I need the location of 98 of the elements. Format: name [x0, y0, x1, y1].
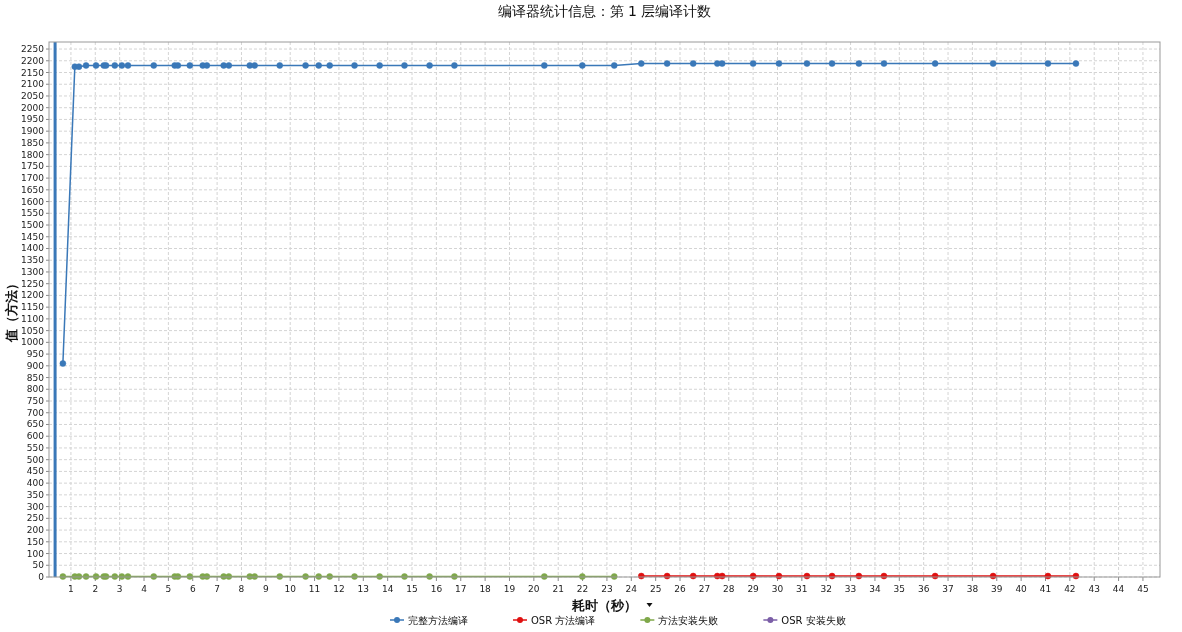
x-tick-label: 26 — [674, 584, 687, 594]
y-tick-label: 800 — [26, 384, 45, 395]
x-tick-label: 27 — [698, 584, 711, 594]
x-tick-label: 31 — [796, 584, 808, 594]
x-tick-label: 11 — [308, 584, 321, 594]
x-tick-label: 18 — [479, 584, 492, 594]
x-tick-label: 29 — [747, 584, 760, 594]
y-tick-label: 900 — [26, 360, 45, 371]
y-tick-label: 1600 — [21, 196, 45, 207]
y-tick-label: 550 — [26, 442, 45, 453]
legend-label: 方法安装失败 — [658, 615, 719, 626]
legend-label: OSR 方法编译 — [531, 615, 596, 626]
y-tick-label: 350 — [26, 489, 45, 500]
y-tick-label: 0 — [38, 572, 45, 582]
x-tick-label: 12 — [333, 584, 345, 594]
y-tick-label: 1700 — [21, 173, 45, 184]
y-tick-label: 1500 — [21, 220, 45, 231]
y-tick-label: 2100 — [21, 79, 45, 90]
x-tick-label: 39 — [991, 584, 1003, 594]
y-tick-label: 1000 — [21, 337, 45, 348]
x-tick-label: 30 — [771, 584, 784, 594]
y-tick-label: 150 — [26, 536, 45, 547]
x-tick-label: 24 — [625, 584, 638, 594]
x-tick-label: 41 — [1039, 584, 1052, 594]
y-tick-label: 1350 — [21, 255, 45, 266]
x-tick-label: 20 — [528, 584, 540, 594]
y-tick-label: 400 — [26, 478, 45, 489]
x-tick-label: 34 — [869, 584, 881, 594]
x-tick-label: 4 — [141, 584, 148, 594]
y-tick-label: 100 — [26, 548, 45, 559]
y-tick-label: 1800 — [21, 149, 45, 160]
x-tick-label: 38 — [966, 584, 979, 594]
x-tick-label: 6 — [189, 584, 196, 594]
x-tick-label: 36 — [917, 584, 930, 594]
y-tick-label: 450 — [26, 466, 45, 477]
y-tick-label: 2150 — [21, 67, 45, 78]
y-tick-label: 2250 — [21, 44, 45, 55]
x-tick-label: 9 — [262, 584, 269, 594]
y-tick-label: 750 — [26, 396, 45, 407]
x-tick-label: 45 — [1137, 584, 1149, 594]
y-tick-label: 50 — [32, 560, 45, 571]
y-tick-label: 700 — [26, 407, 45, 418]
x-tick-label: 13 — [357, 584, 370, 594]
y-tick-label: 850 — [26, 372, 45, 383]
y-tick-label: 300 — [26, 501, 45, 512]
x-tick-label: 16 — [430, 584, 443, 594]
x-tick-label: 23 — [601, 584, 613, 594]
x-tick-label: 15 — [406, 584, 418, 594]
x-tick-label: 21 — [552, 584, 564, 594]
x-tick-label: 14 — [381, 584, 394, 594]
x-tick-label: 8 — [238, 584, 245, 594]
x-tick-label: 10 — [284, 584, 297, 594]
x-tick-label: 33 — [844, 584, 857, 594]
x-tick-label: 35 — [893, 584, 906, 594]
y-tick-label: 1550 — [21, 208, 45, 219]
y-tick-label: 1150 — [21, 302, 45, 313]
y-tick-label: 2000 — [21, 102, 45, 113]
x-tick-label: 5 — [165, 584, 172, 594]
y-tick-label: 1900 — [21, 126, 45, 137]
y-tick-label: 1850 — [21, 137, 45, 148]
x-tick-label: 25 — [649, 584, 662, 594]
legend-label: OSR 安装失败 — [781, 615, 846, 626]
x-tick-label: 43 — [1088, 584, 1100, 594]
y-axis-title: 值（方法） — [4, 277, 19, 343]
y-tick-label: 1300 — [21, 266, 45, 277]
chart-title: 编译器统计信息：第 1 层编译计数 — [497, 3, 712, 19]
y-tick-label: 1200 — [21, 290, 45, 301]
x-tick-label: 3 — [116, 584, 123, 594]
x-tick-label: 42 — [1064, 584, 1076, 594]
y-tick-label: 600 — [26, 431, 45, 442]
x-tick-label: 17 — [455, 584, 467, 594]
y-tick-label: 200 — [26, 525, 45, 536]
x-tick-label: 22 — [576, 584, 589, 594]
y-tick-label: 2050 — [21, 90, 45, 101]
legend-label: 完整方法编译 — [408, 615, 468, 626]
y-tick-label: 1250 — [21, 278, 45, 289]
y-tick-label: 500 — [26, 454, 45, 465]
x-tick-label: 1 — [68, 584, 74, 594]
x-tick-label: 40 — [1015, 584, 1028, 594]
y-tick-label: 1400 — [21, 243, 45, 254]
y-tick-label: 1650 — [21, 184, 45, 195]
x-tick-label: 7 — [214, 584, 220, 594]
y-tick-label: 1050 — [21, 325, 45, 336]
x-tick-label: 44 — [1112, 584, 1125, 594]
x-axis-title: 耗时（秒） — [571, 598, 637, 613]
x-tick-label: 32 — [820, 584, 832, 594]
y-tick-label: 1100 — [21, 313, 45, 324]
x-tick-label: 28 — [723, 584, 735, 594]
x-tick-label: 37 — [942, 584, 954, 594]
y-tick-label: 1950 — [21, 114, 45, 125]
y-tick-label: 950 — [26, 349, 45, 360]
x-tick-label: 19 — [503, 584, 516, 594]
y-tick-label: 650 — [26, 419, 45, 430]
y-tick-label: 250 — [26, 513, 45, 524]
y-tick-label: 1450 — [21, 231, 45, 242]
y-tick-label: 1750 — [21, 161, 45, 172]
y-tick-label: 2200 — [21, 55, 45, 66]
x-tick-label: 2 — [92, 584, 99, 594]
